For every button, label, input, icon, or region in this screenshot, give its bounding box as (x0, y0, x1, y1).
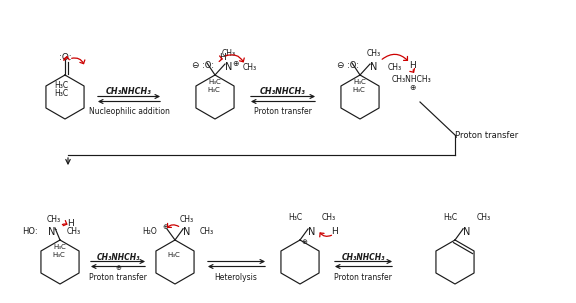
Text: CH₃NHCH₃: CH₃NHCH₃ (96, 252, 140, 261)
Text: CH₃: CH₃ (322, 214, 336, 222)
Text: H₃C: H₃C (288, 214, 302, 222)
Text: H₂O: H₂O (142, 228, 157, 237)
Text: H₃C: H₃C (353, 79, 366, 85)
Text: CH₃NHCH₃: CH₃NHCH₃ (260, 88, 306, 96)
Text: H: H (408, 61, 415, 69)
Text: Heterolysis: Heterolysis (215, 272, 257, 281)
Text: ⊕: ⊕ (232, 58, 238, 68)
Text: H₃C: H₃C (353, 87, 365, 93)
Text: H: H (219, 52, 226, 62)
Text: H₃C: H₃C (209, 79, 221, 85)
Text: H₃C: H₃C (54, 244, 66, 250)
Text: Proton transfer: Proton transfer (334, 272, 392, 281)
Text: H₃C: H₃C (167, 252, 180, 258)
Text: :O:: :O: (59, 52, 71, 62)
Text: Proton transfer: Proton transfer (254, 108, 312, 116)
Text: N: N (308, 227, 316, 237)
Text: ..: .. (182, 224, 186, 230)
Text: ⊖: ⊖ (191, 61, 199, 69)
Text: CH₃: CH₃ (222, 48, 236, 58)
Text: CH₃: CH₃ (67, 228, 81, 237)
Text: CH₃: CH₃ (47, 215, 61, 225)
Text: ..: .. (369, 60, 373, 66)
Text: CH₃: CH₃ (367, 48, 381, 58)
Text: N: N (370, 62, 378, 72)
Text: :O:: :O: (202, 61, 214, 69)
Text: H: H (67, 219, 73, 228)
Text: ⊕: ⊕ (301, 239, 307, 245)
Text: ..: .. (53, 225, 57, 231)
Text: ⊖: ⊖ (336, 61, 344, 69)
Text: ⊕: ⊕ (409, 82, 415, 92)
Text: H: H (332, 228, 338, 237)
Text: ⊕: ⊕ (115, 265, 121, 271)
Text: H₃C: H₃C (207, 87, 220, 93)
Text: CH₃NHCH₃: CH₃NHCH₃ (341, 252, 385, 261)
Text: ..: .. (462, 224, 466, 230)
Text: H₃C: H₃C (54, 88, 68, 98)
Text: CH₃: CH₃ (200, 228, 214, 237)
Text: N: N (48, 227, 56, 237)
Text: CH₃: CH₃ (477, 214, 491, 222)
Text: H₃C: H₃C (54, 81, 68, 89)
Text: ..: .. (307, 224, 311, 230)
Text: H₃C: H₃C (52, 252, 65, 258)
Text: CH₃: CH₃ (180, 215, 194, 225)
Text: N: N (463, 227, 471, 237)
Text: :O:: :O: (347, 61, 359, 69)
Text: Nucleophilic addition: Nucleophilic addition (89, 108, 169, 116)
Text: CH₃: CH₃ (243, 62, 257, 72)
Text: N: N (225, 62, 233, 72)
Text: H₃C: H₃C (443, 214, 457, 222)
Text: Proton transfer: Proton transfer (455, 131, 518, 139)
Text: CH₃: CH₃ (388, 62, 402, 72)
Text: N: N (183, 227, 191, 237)
Text: ⊕: ⊕ (162, 224, 168, 230)
Text: Proton transfer: Proton transfer (89, 272, 147, 281)
Text: HO:: HO: (22, 228, 38, 237)
Text: CH₃NHCH₃: CH₃NHCH₃ (106, 88, 152, 96)
Text: CH₃NHCH₃: CH₃NHCH₃ (392, 75, 432, 84)
